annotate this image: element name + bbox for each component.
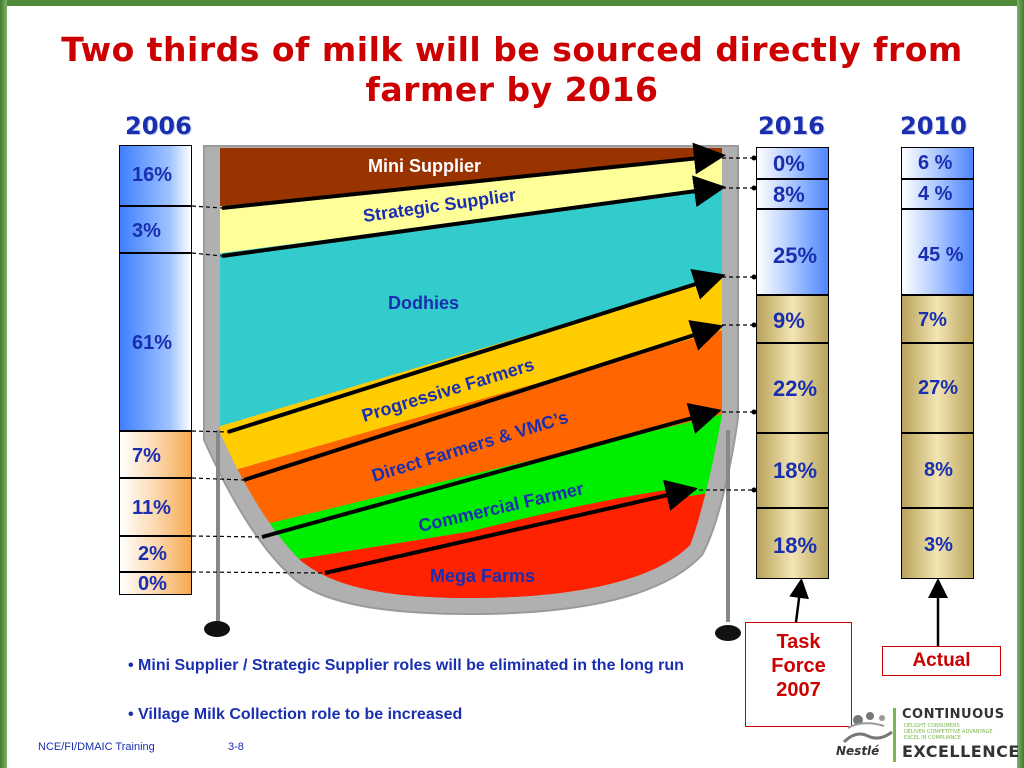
logo-divider bbox=[893, 708, 896, 762]
col-2016-value: 25% bbox=[773, 243, 818, 268]
col-2006-value: 0% bbox=[138, 573, 167, 595]
col-2016-segment-direct: 22% bbox=[756, 343, 829, 433]
connector-dot bbox=[751, 487, 757, 493]
task-force-line: 2007 bbox=[776, 679, 821, 701]
band-label-mini: Mini Supplier bbox=[368, 156, 481, 176]
logo-tagline-2: DELIVER COMPETITIVE ADVANTAGE bbox=[904, 729, 993, 735]
slide-border-top bbox=[0, 0, 1024, 6]
col-2006-segment-dodhies: 61% bbox=[119, 253, 192, 431]
vat-foot-right bbox=[715, 625, 741, 641]
col-2016-value: 9% bbox=[773, 308, 805, 333]
dashed-connectors bbox=[191, 157, 756, 574]
arrow-direct bbox=[261, 402, 722, 539]
col-2006-value: 2% bbox=[138, 543, 167, 565]
col-2016-value: 8% bbox=[773, 182, 805, 207]
connector-2006-progressive bbox=[191, 477, 245, 481]
col-2010-value: 3% bbox=[924, 534, 953, 556]
col-2006-segment-strategic: 3% bbox=[119, 206, 192, 253]
band-dodhies-fill bbox=[220, 186, 722, 432]
col-2006-value: 16% bbox=[132, 164, 173, 186]
col-2016-value: 18% bbox=[773, 533, 818, 558]
col-2010-value: 27% bbox=[918, 377, 959, 399]
connector-2006-mini bbox=[191, 205, 223, 209]
col-2016-value: 22% bbox=[773, 376, 818, 401]
slide-border-left bbox=[0, 0, 7, 768]
band-progressive-fill bbox=[220, 272, 722, 480]
bullet-eliminate-suppliers: • Mini Supplier / Strategic Supplier rol… bbox=[128, 657, 684, 674]
bullet-village-collection: • Village Milk Collection role to be inc… bbox=[128, 706, 463, 723]
col-2010-value: 7% bbox=[918, 309, 947, 331]
col-2016-segment-progressive: 9% bbox=[756, 295, 829, 343]
logo-continuous: CONTINUOUS bbox=[902, 707, 1005, 722]
col-2016-segment-strategic: 8% bbox=[756, 179, 829, 209]
footer-course-name: NCE/FI/DMAIC Training bbox=[38, 741, 155, 753]
connector-dot bbox=[751, 322, 757, 328]
col-2010-value: 6 % bbox=[918, 152, 953, 174]
connector-dot bbox=[751, 185, 757, 191]
col-2006-value: 3% bbox=[132, 220, 161, 242]
nestle-brand: Nestlé bbox=[836, 744, 880, 758]
arrow-progressive bbox=[243, 320, 724, 482]
nestle-nest-icon bbox=[842, 712, 893, 744]
col-2016-value: 18% bbox=[773, 458, 818, 483]
col-2010-segment-mini: 6 % bbox=[901, 147, 974, 179]
actual-note: Actual bbox=[882, 646, 1001, 676]
arrow-dodhies bbox=[227, 268, 726, 434]
connector-dot bbox=[751, 409, 757, 415]
col-2010-segment-commercial: 8% bbox=[901, 433, 974, 508]
col-2010-segment-direct: 27% bbox=[901, 343, 974, 433]
col-2010-value: 4 % bbox=[918, 183, 953, 205]
footer-page-number: 3-8 bbox=[228, 741, 244, 753]
logo-tagline-3: EXCEL IN COMPLIANCE bbox=[904, 735, 961, 741]
task-force-line: Task bbox=[776, 631, 821, 653]
logo-tagline-1: DELIGHT CONSUMERS bbox=[904, 723, 960, 729]
year-2010-label: 2010 bbox=[900, 112, 967, 140]
band-mini-fill bbox=[220, 148, 722, 208]
col-2006-value: 11% bbox=[132, 497, 171, 519]
col-2010-value: 8% bbox=[924, 459, 953, 481]
connector-2006-commercial bbox=[191, 571, 326, 574]
col-2006-value: 7% bbox=[132, 445, 161, 467]
col-2010-segment-dodhies: 45 % bbox=[901, 209, 974, 295]
arrow-commercial bbox=[324, 479, 698, 575]
vat-foot-left bbox=[204, 621, 230, 637]
task-force-line: Force bbox=[771, 655, 826, 677]
connector-dots bbox=[751, 155, 757, 493]
connector-2006-direct bbox=[191, 535, 263, 538]
col-2016-segment-commercial: 18% bbox=[756, 433, 829, 508]
col-2010-value: 45 % bbox=[918, 244, 964, 266]
connector-dot bbox=[751, 155, 757, 161]
slide-border-right bbox=[1017, 0, 1024, 768]
arrow-strategic bbox=[221, 175, 726, 258]
connector-2006-dodhies bbox=[191, 430, 229, 433]
task-force-note: Task Force 2007 bbox=[745, 622, 852, 727]
logo-excellence: EXCELLENCE bbox=[902, 742, 1020, 761]
band-label-dodhies: Dodhies bbox=[388, 293, 459, 313]
col-2016-segment-dodhies: 25% bbox=[756, 209, 829, 295]
col-2010-segment-progressive: 7% bbox=[901, 295, 974, 343]
slide-title: Two thirds of milk will be sourced direc… bbox=[61, 30, 963, 109]
col-2016-segment-mini: 0% bbox=[756, 147, 829, 179]
band-direct-fill bbox=[220, 325, 722, 540]
connector-dot bbox=[751, 274, 757, 280]
pointer-task-force bbox=[789, 578, 810, 623]
band-strategic-fill bbox=[220, 156, 722, 256]
year-2016-label: 2016 bbox=[758, 112, 825, 140]
col-2006-segment-progressive: 7% bbox=[119, 431, 192, 478]
col-2006-segment-mini: 16% bbox=[119, 145, 192, 206]
col-2006-segment-commercial: 2% bbox=[119, 536, 192, 572]
col-2006-value: 61% bbox=[132, 332, 173, 354]
connector-2006-strategic bbox=[191, 252, 223, 257]
year-2006-label: 2006 bbox=[125, 112, 192, 140]
col-2006-segment-direct: 11% bbox=[119, 478, 192, 536]
band-commercial-fill bbox=[220, 410, 722, 575]
col-2006-segment-mega: 0% bbox=[119, 572, 192, 595]
col-2010-segment-strategic: 4 % bbox=[901, 179, 974, 209]
arrow-mini bbox=[221, 142, 726, 210]
col-2016-value: 0% bbox=[773, 151, 805, 176]
band-label-mega: Mega Farms bbox=[430, 566, 535, 586]
